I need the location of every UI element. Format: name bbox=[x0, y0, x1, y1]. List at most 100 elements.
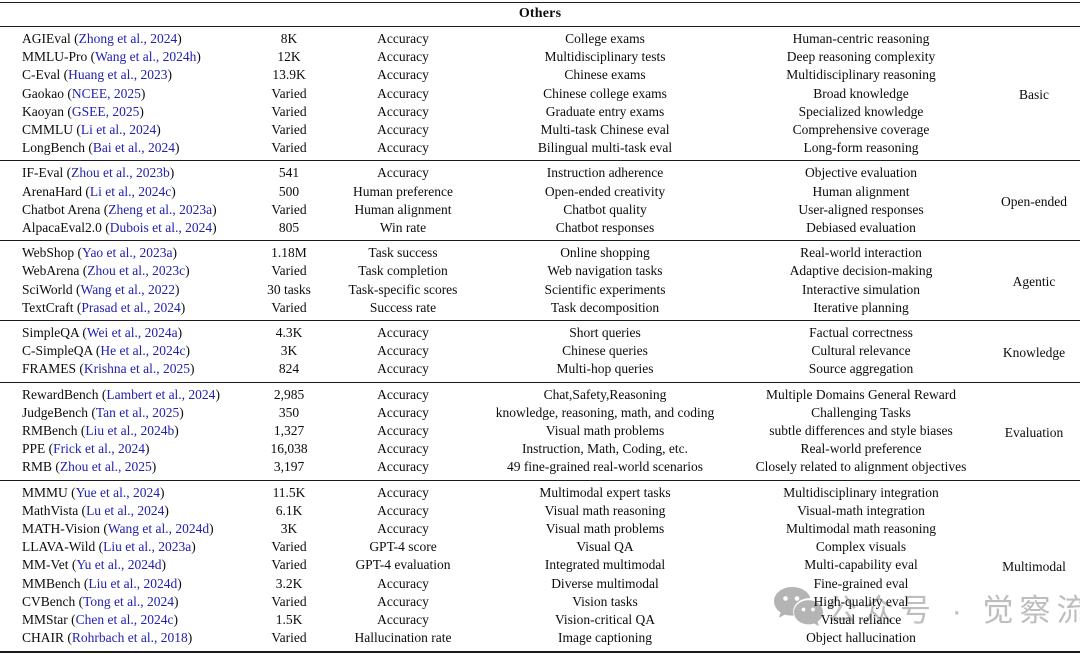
citation-link[interactable]: Zhong et al., 2024 bbox=[78, 31, 178, 46]
citation-link[interactable]: Liu et al., 2024b bbox=[85, 423, 175, 439]
citation-link[interactable]: Liu et al., 2024d bbox=[88, 575, 178, 591]
citation-link[interactable]: Wei et al., 2024a bbox=[86, 325, 178, 341]
size-cell: 13.9K bbox=[272, 67, 306, 83]
citation-link[interactable]: Li et al., 2024 bbox=[80, 122, 157, 138]
size-cell: Varied bbox=[271, 299, 307, 315]
citation-close-paren: ) bbox=[179, 404, 184, 420]
benchmark-name: CVBench ( bbox=[22, 593, 84, 609]
benchmark-name: MMMU ( bbox=[22, 484, 76, 500]
domain-cell: 49 fine-grained real-world scenarios bbox=[506, 459, 704, 475]
citation-link[interactable]: Zheng et al., 2023a bbox=[108, 201, 213, 217]
benchmark-row: MMMU (Yue et al., 2024) 11.5K Accuracy Mult… bbox=[0, 480, 1080, 574]
citation-close-paren: ) bbox=[160, 484, 165, 500]
focus-cell: Multi-capability eval bbox=[804, 557, 918, 573]
domain-cell: Image captioning bbox=[557, 630, 653, 646]
citation-link[interactable]: Prasad et al., 2024 bbox=[81, 299, 181, 315]
citation-link[interactable]: NCEE, 2025 bbox=[71, 85, 141, 101]
benchmark-name: Gaokao ( bbox=[22, 85, 72, 101]
benchmark-name-cell: MMBench (Liu et al., 2024d) bbox=[0, 575, 248, 593]
size-cell: 500 bbox=[278, 183, 300, 199]
watermark-text: 公众号 · 觉察流 bbox=[826, 592, 1080, 628]
benchmark-name: MMStar ( bbox=[22, 612, 76, 628]
focus-cell: Debiased evaluation bbox=[806, 220, 916, 236]
citation-link[interactable]: Zhou et al., 2023c bbox=[87, 263, 186, 279]
metric-cell: Accuracy bbox=[377, 49, 429, 65]
citation-link[interactable]: Tan et al., 2025 bbox=[95, 404, 180, 420]
benchmark-row: CHAIR (Rohrbach et al., 2018) Varied Hallu… bbox=[0, 629, 1080, 651]
benchmark-row: ArenaHard (Li et al., 2024c) 500 Human pre… bbox=[0, 183, 1080, 201]
citation-link[interactable]: Wang et al., 2022 bbox=[80, 281, 176, 297]
table-section-basic: AGIEval (Zhong et al., 2024) 8K Accuracy Co… bbox=[0, 27, 1080, 161]
domain-cell: Open-ended creativity bbox=[544, 183, 666, 199]
citation-link[interactable]: Zhou et al., 2023b bbox=[71, 165, 170, 181]
domain-cell: Visual math reasoning bbox=[544, 502, 666, 518]
benchmark-name-cell: RMB (Zhou et al., 2025) bbox=[0, 458, 248, 480]
size-cell: 541 bbox=[278, 165, 300, 181]
size-cell: 8K bbox=[280, 31, 298, 46]
size-cell: Varied bbox=[271, 201, 307, 217]
benchmark-name-cell: LLAVA-Wild (Liu et al., 2023a) bbox=[0, 538, 248, 556]
citation-close-paren: ) bbox=[164, 502, 169, 518]
citation-link[interactable]: Frick et al., 2024 bbox=[53, 441, 145, 457]
citation-link[interactable]: Huang et al., 2023 bbox=[68, 67, 168, 83]
benchmark-name-cell: RMBench (Liu et al., 2024b) bbox=[0, 422, 248, 440]
benchmark-name: MM-Vet ( bbox=[22, 557, 77, 573]
metric-cell: Accuracy bbox=[377, 361, 429, 377]
citation-link[interactable]: Li et al., 2024c bbox=[89, 183, 172, 199]
benchmark-row: CVBench (Tong et al., 2024) Varied Accurac… bbox=[0, 593, 1080, 611]
citation-link[interactable]: Wang et al., 2024d bbox=[107, 521, 210, 537]
citation-link[interactable]: Dubois et al., 2024 bbox=[109, 220, 213, 236]
citation-link[interactable]: Zhou et al., 2025 bbox=[59, 459, 152, 475]
citation-link[interactable]: Liu et al., 2023a bbox=[103, 539, 192, 555]
citation-link[interactable]: Wang et al., 2024h bbox=[95, 49, 197, 65]
benchmark-name-cell: FRAMES (Krishna et al., 2025) bbox=[0, 360, 248, 382]
benchmark-row: AGIEval (Zhong et al., 2024) 8K Accuracy Co… bbox=[0, 27, 1080, 102]
domain-cell: Bilingual multi-task eval bbox=[537, 140, 673, 156]
citation-close-paren: ) bbox=[174, 423, 179, 439]
citation-link[interactable]: Yu et al., 2024d bbox=[76, 557, 162, 573]
citation-link[interactable]: Bai et al., 2024 bbox=[92, 140, 175, 156]
citation-close-paren: ) bbox=[171, 183, 176, 199]
size-cell: 805 bbox=[278, 220, 300, 236]
citation-close-paren: ) bbox=[185, 263, 190, 279]
citation-link[interactable]: Yue et al., 2024 bbox=[75, 484, 160, 500]
benchmark-name-cell: SciWorld (Wang et al., 2022) bbox=[0, 281, 248, 299]
size-cell: Varied bbox=[271, 263, 307, 279]
table-section-multimodal: MMMU (Yue et al., 2024) 11.5K Accuracy Mult… bbox=[0, 480, 1080, 651]
benchmark-row: AlpacaEval2.0 (Dubois et al., 2024) 805 Wi… bbox=[0, 219, 1080, 241]
focus-cell: Visual reliance bbox=[820, 612, 902, 628]
benchmark-row: Kaoyan (GSEE, 2025) Varied Accuracy Graduat… bbox=[0, 103, 1080, 121]
domain-cell: Chinese queries bbox=[562, 343, 648, 359]
domain-cell: Task decomposition bbox=[550, 299, 660, 315]
focus-cell: subtle differences and style biases bbox=[769, 423, 953, 439]
focus-cell: Long-form reasoning bbox=[803, 140, 919, 156]
citation-link[interactable]: Tong et al., 2024 bbox=[83, 593, 175, 609]
size-cell: 824 bbox=[278, 361, 300, 377]
citation-close-paren: ) bbox=[174, 593, 179, 609]
benchmark-row: MMLU-Pro (Wang et al., 2024h) 12K Accuracy… bbox=[0, 48, 1080, 66]
focus-cell: Deep reasoning complexity bbox=[786, 49, 936, 65]
citation-close-paren: ) bbox=[156, 122, 161, 138]
citation-link[interactable]: He et al., 2024c bbox=[100, 343, 186, 359]
table-section-open-ended: IF-Eval (Zhou et al., 2023b) 541 Accuracy I… bbox=[0, 160, 1080, 241]
citation-link[interactable]: Krishna et al., 2025 bbox=[83, 361, 190, 377]
citation-close-paren: ) bbox=[185, 343, 190, 359]
citation-link[interactable]: Yao et al., 2023a bbox=[82, 245, 173, 261]
size-cell: 12K bbox=[277, 49, 301, 65]
citation-link[interactable]: Lu et al., 2024 bbox=[86, 502, 165, 518]
benchmark-name-cell: CHAIR (Rohrbach et al., 2018) bbox=[0, 629, 248, 651]
metric-cell: Accuracy bbox=[377, 575, 429, 591]
metric-cell: Win rate bbox=[379, 220, 427, 236]
citation-link[interactable]: Chen et al., 2024c bbox=[75, 612, 174, 628]
domain-cell: Instruction adherence bbox=[546, 165, 664, 181]
citation-link[interactable]: Lambert et al., 2024 bbox=[106, 386, 216, 402]
citation-link[interactable]: Rohrbach et al., 2018 bbox=[71, 630, 188, 646]
domain-cell: Web navigation tasks bbox=[547, 263, 663, 279]
citation-close-paren: ) bbox=[215, 386, 220, 402]
benchmark-name: CHAIR ( bbox=[22, 630, 72, 646]
benchmark-name: WebShop ( bbox=[22, 245, 83, 261]
category-cell: Multimodal bbox=[1002, 558, 1066, 574]
domain-cell: Short queries bbox=[569, 325, 641, 341]
citation-link[interactable]: GSEE, 2025 bbox=[71, 103, 140, 119]
category-cell: Open-ended bbox=[1001, 194, 1068, 210]
